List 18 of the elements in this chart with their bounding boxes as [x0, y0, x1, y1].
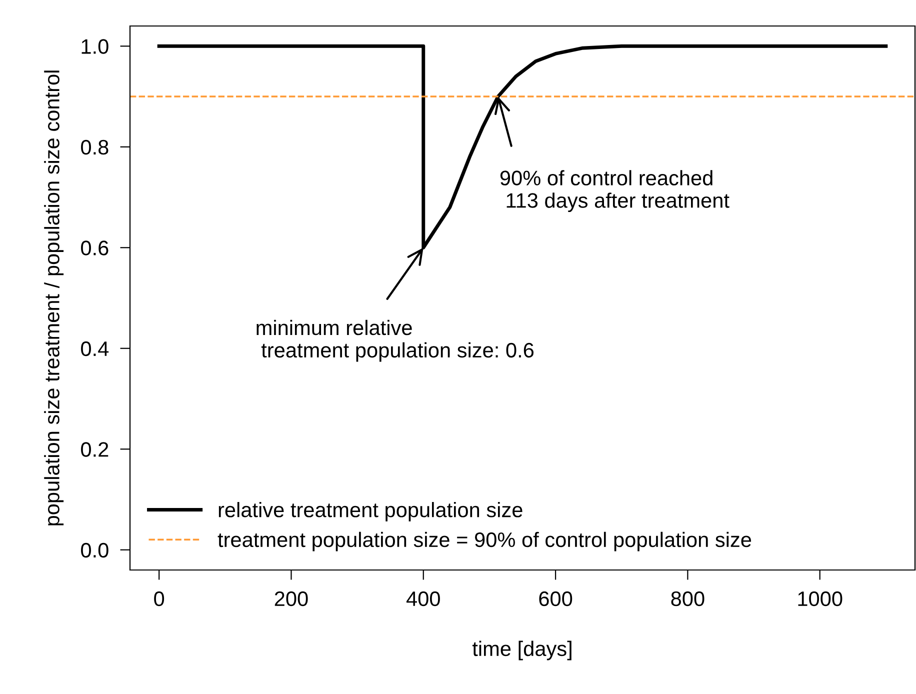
- y-tick-label: 0.6: [81, 240, 108, 256]
- annotation: minimum relative treatment population size: 0.6: [256, 320, 534, 362]
- legend-label: relative treatment population size: [218, 502, 522, 522]
- x-tick-label: 600: [539, 591, 572, 606]
- annotation: 90% of control reached 113 days after treatment: [500, 170, 730, 212]
- y-axis-title: population size treatment / population size control: [44, 70, 64, 526]
- y-tick-label: 0.2: [81, 442, 108, 457]
- x-tick-label: 800: [671, 591, 704, 606]
- x-tick-label: 1000: [798, 591, 842, 606]
- y-tick-label: 0.0: [81, 542, 108, 558]
- x-tick-label: 0: [154, 591, 164, 606]
- y-tick-label: 0.8: [81, 140, 108, 155]
- legend-label: treatment population size = 90% of control population size: [218, 532, 752, 552]
- x-axis-title: time [days]: [472, 640, 572, 660]
- y-tick-label: 1.0: [82, 39, 108, 54]
- y-tick-label: 0.4: [81, 341, 109, 356]
- x-tick-label: 200: [274, 591, 308, 606]
- x-tick-label: 400: [406, 591, 440, 606]
